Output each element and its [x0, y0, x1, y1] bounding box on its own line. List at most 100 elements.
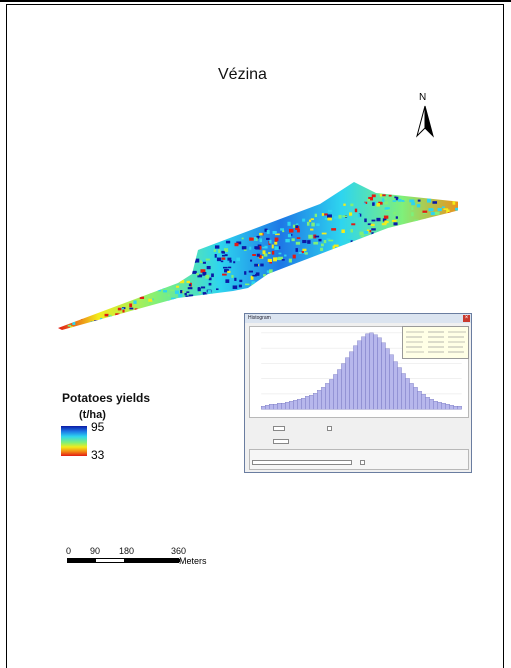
- yield-speckle: [117, 307, 122, 311]
- yield-speckle: [225, 279, 230, 283]
- yield-speckle: [90, 321, 95, 325]
- yield-speckle: [228, 266, 232, 269]
- histogram-bar: [385, 348, 390, 410]
- legend-unit: (t/ha): [79, 409, 106, 421]
- yield-speckle: [428, 208, 434, 212]
- yield-speckle: [211, 273, 214, 278]
- yield-speckle: [370, 223, 375, 227]
- yield-speckle: [308, 234, 313, 239]
- yield-speckle: [290, 270, 295, 274]
- yield-speckle: [423, 218, 429, 223]
- yield-speckle: [205, 258, 210, 261]
- yield-speckle: [241, 246, 247, 250]
- yield-speckle: [381, 198, 385, 202]
- yield-speckle: [437, 207, 442, 212]
- yield-speckle: [251, 236, 257, 241]
- yield-speckle: [395, 244, 398, 247]
- statistics-checkbox[interactable]: [327, 426, 332, 431]
- yield-speckle: [445, 229, 450, 234]
- yield-speckle: [241, 237, 244, 240]
- yield-speckle: [434, 211, 440, 215]
- yield-speckle: [434, 178, 438, 179]
- yield-speckle: [398, 244, 404, 248]
- yield-speckle: [90, 321, 95, 325]
- yield-speckle: [416, 182, 421, 184]
- yield-speckle: [282, 271, 286, 275]
- yield-speckle: [321, 213, 324, 216]
- yield-speckle: [93, 333, 96, 335]
- histogram-stats-lines: [406, 331, 466, 353]
- yield-speckle: [88, 328, 93, 330]
- yield-speckle: [236, 241, 242, 245]
- yield-speckle: [328, 257, 331, 261]
- yield-speckle: [222, 273, 227, 276]
- yield-speckle: [112, 297, 116, 299]
- yield-speckle: [363, 230, 369, 234]
- histogram-bar: [269, 404, 274, 410]
- histogram-bar: [337, 369, 342, 410]
- yield-speckle: [375, 242, 378, 245]
- yield-speckle: [75, 300, 80, 304]
- yield-speckle: [189, 269, 193, 271]
- yield-speckle: [419, 192, 424, 195]
- yield-speckle: [296, 237, 301, 239]
- yield-speckle: [250, 275, 254, 280]
- yield-speckle: [79, 314, 82, 318]
- yield-speckle: [409, 188, 412, 192]
- yield-speckle: [187, 307, 191, 310]
- yield-speckle: [130, 290, 135, 295]
- yield-speckle: [394, 188, 398, 192]
- yield-speckle: [134, 294, 139, 298]
- yield-speckle: [385, 207, 390, 210]
- histogram-bar: [429, 399, 434, 410]
- yield-speckle: [288, 258, 292, 263]
- close-icon[interactable]: ×: [463, 315, 470, 322]
- histogram-window: Histogram ×: [244, 313, 472, 473]
- yield-speckle: [137, 287, 143, 290]
- yield-speckle: [142, 311, 145, 315]
- yield-speckle: [282, 230, 285, 233]
- yield-speckle: [211, 293, 214, 296]
- scale-bar: [67, 558, 180, 563]
- layer-select[interactable]: [252, 460, 352, 465]
- yield-speckle: [275, 282, 280, 287]
- legend-title: Potatoes yields: [62, 391, 151, 405]
- histogram-bar: [381, 342, 386, 410]
- yield-speckle: [132, 320, 136, 324]
- histogram-bar: [373, 334, 378, 410]
- yield-speckle: [252, 274, 257, 277]
- yield-speckle: [69, 312, 74, 316]
- yield-speckle: [96, 321, 101, 325]
- yield-speckle: [198, 295, 202, 298]
- yield-speckle: [168, 269, 173, 272]
- yield-speckle: [355, 242, 360, 247]
- yield-speckle: [150, 265, 154, 268]
- histogram-bar: [281, 403, 286, 410]
- yield-speckle: [139, 296, 145, 299]
- yield-speckle: [124, 285, 128, 290]
- yield-speckle: [264, 245, 268, 249]
- yield-speckle: [264, 228, 268, 232]
- yield-speckle: [343, 203, 346, 206]
- yield-speckle: [115, 330, 119, 332]
- yield-speckle: [371, 219, 376, 222]
- yield-speckle: [385, 239, 391, 243]
- yield-speckle: [393, 211, 396, 215]
- yield-speckle: [126, 328, 132, 330]
- attribute-checkbox[interactable]: [360, 460, 365, 465]
- bins-input[interactable]: [273, 426, 285, 431]
- histogram-bar: [345, 357, 350, 410]
- histogram-bar: [289, 401, 294, 410]
- yield-speckle: [362, 243, 366, 247]
- yield-speckle: [58, 312, 62, 317]
- yield-speckle: [344, 244, 349, 248]
- yield-speckle: [94, 309, 97, 312]
- transformation-select[interactable]: [273, 439, 289, 444]
- yield-speckle: [176, 277, 179, 280]
- yield-speckle: [267, 258, 272, 262]
- yield-speckle: [183, 311, 187, 315]
- yield-speckle: [119, 314, 124, 318]
- yield-speckle: [382, 234, 386, 238]
- yield-speckle: [422, 186, 427, 190]
- yield-speckle: [129, 279, 132, 282]
